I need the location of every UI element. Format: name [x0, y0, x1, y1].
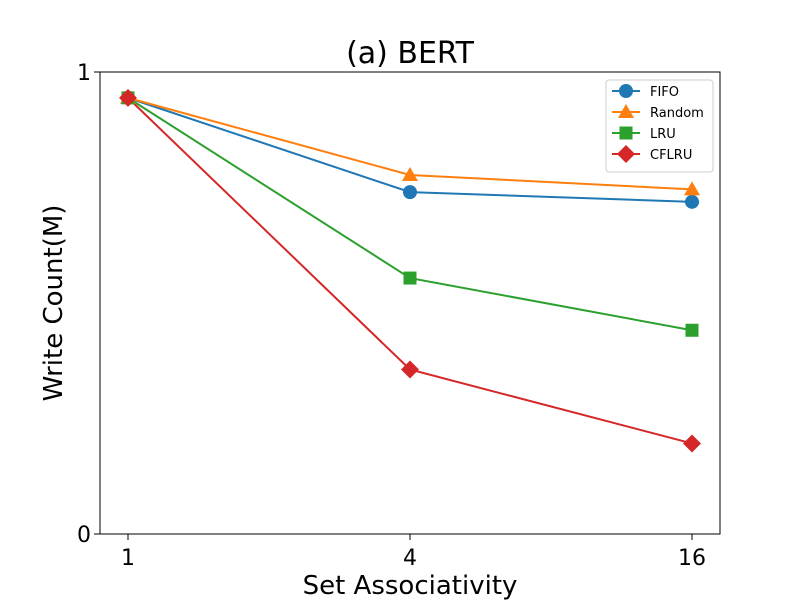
- data-point-cflru-4: [401, 360, 419, 379]
- x-axis-ticks: 1 4 16: [121, 534, 706, 571]
- legend-item-lru: LRU: [612, 126, 676, 142]
- legend-item-random: Random: [612, 104, 704, 121]
- data-point-random-16: [684, 181, 700, 196]
- legend-label: LRU: [650, 127, 676, 142]
- data-point-random-4: [402, 167, 418, 182]
- x-tick-label: 1: [121, 546, 135, 571]
- x-tick-label: 16: [678, 546, 706, 571]
- legend-marker: [617, 145, 635, 163]
- chart-title: (a) BERT: [346, 36, 475, 71]
- series-markers: [119, 88, 701, 453]
- legend-marker: [618, 104, 634, 118]
- y-tick-label: 1: [77, 61, 91, 86]
- y-axis-ticks: 01: [77, 61, 100, 548]
- data-point-lru-16: [685, 323, 699, 337]
- legend: FIFO Random LRU CFLRU: [605, 79, 714, 173]
- legend-label: Random: [650, 106, 704, 121]
- legend-marker: [619, 126, 633, 140]
- legend-label: CFLRU: [650, 148, 692, 163]
- legend-item-fifo: FIFO: [612, 84, 679, 100]
- legend-box: [605, 79, 714, 173]
- legend-label: FIFO: [650, 85, 679, 100]
- data-point-lru-4: [403, 271, 417, 285]
- data-point-fifo-16: [685, 194, 699, 209]
- x-axis-label: Set Associativity: [303, 571, 518, 600]
- legend-item-cflru: CFLRU: [612, 145, 692, 163]
- y-axis-label: Write Count(M): [39, 205, 69, 402]
- data-point-cflru-1: [119, 88, 137, 107]
- y-tick-label: 0: [77, 523, 91, 548]
- data-point-cflru-16: [683, 434, 701, 453]
- x-tick-label: 4: [403, 546, 417, 571]
- legend-marker: [619, 84, 633, 98]
- data-point-fifo-4: [403, 185, 417, 200]
